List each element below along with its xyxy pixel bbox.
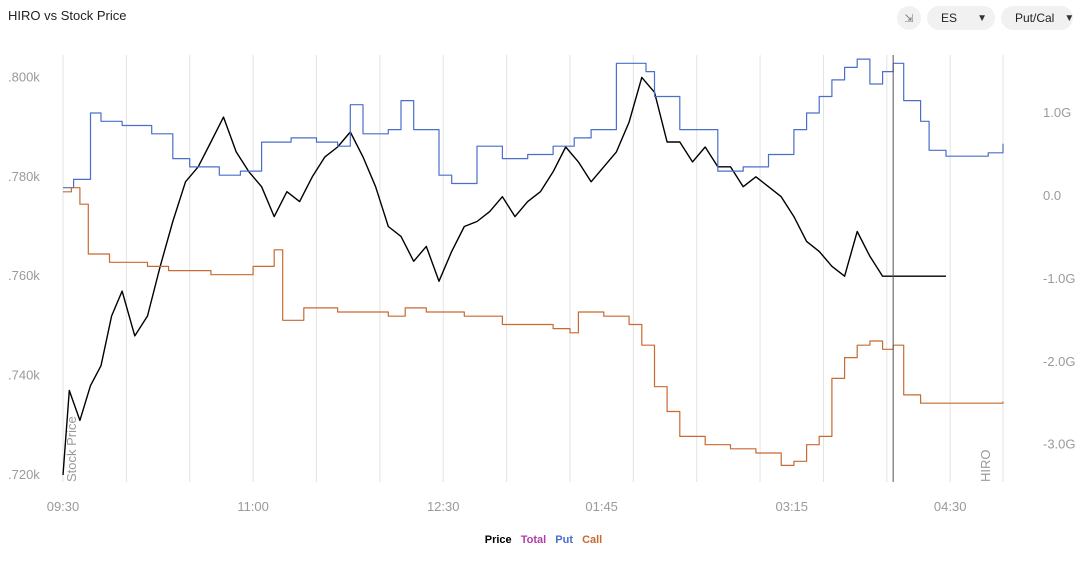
- legend: Price Total Put Call: [0, 534, 1087, 546]
- legend-item-call[interactable]: Call: [582, 534, 603, 546]
- mode-select-value: Put/Cal: [1015, 11, 1055, 25]
- legend-item-price[interactable]: Price: [484, 534, 512, 546]
- x-tick-label: 03:15: [775, 499, 808, 514]
- x-tick-label: 01:45: [585, 499, 618, 514]
- legend-item-total[interactable]: Total: [520, 534, 547, 546]
- chevron-down-icon: ▼: [977, 12, 987, 24]
- x-tick-label: 04:30: [934, 499, 967, 514]
- mode-select[interactable]: Put/Cal ▼: [1001, 6, 1075, 30]
- y-right-tick-label: 1.0G: [1043, 105, 1071, 120]
- y-left-axis-title: Stock Price: [64, 416, 79, 482]
- hiro-chart[interactable]: 09:30 11:00 12:30 01:45 03:15 04:30 .720k .740k…: [0, 0, 1087, 530]
- ticker-select[interactable]: ES ▼: [927, 6, 995, 30]
- chart-controls: ⇲ ES ▼ Put/Cal ▼: [897, 6, 1075, 30]
- collapse-icon[interactable]: ⇲: [897, 6, 921, 30]
- series-call-line: [63, 187, 1004, 466]
- legend-item-put[interactable]: Put: [555, 534, 573, 546]
- x-tick-label: 11:00: [237, 499, 269, 514]
- y-right-tick-label: -3.0G: [1043, 437, 1076, 452]
- y-left-tick-label: .740k: [8, 368, 40, 383]
- y-left-tick-label: .800k: [8, 69, 40, 84]
- x-tick-label: 12:30: [427, 499, 460, 514]
- series-price-line: [62, 76, 946, 476]
- ticker-select-value: ES: [941, 11, 958, 25]
- y-left-tick-label: .720k: [8, 467, 40, 482]
- y-right-axis-title: HIRO: [978, 450, 993, 483]
- series-put-line: [63, 58, 1004, 189]
- y-left-tick-label: .780k: [8, 169, 40, 184]
- y-right-tick-label: -2.0G: [1043, 354, 1076, 369]
- y-right-tick-label: -1.0G: [1043, 271, 1076, 286]
- x-tick-label: 09:30: [47, 499, 80, 514]
- y-right-tick-label: 0.0: [1043, 188, 1061, 203]
- chevron-down-icon: ▼: [1064, 12, 1075, 24]
- page-title: HIRO vs Stock Price: [8, 8, 127, 23]
- y-left-tick-label: .760k: [8, 268, 40, 283]
